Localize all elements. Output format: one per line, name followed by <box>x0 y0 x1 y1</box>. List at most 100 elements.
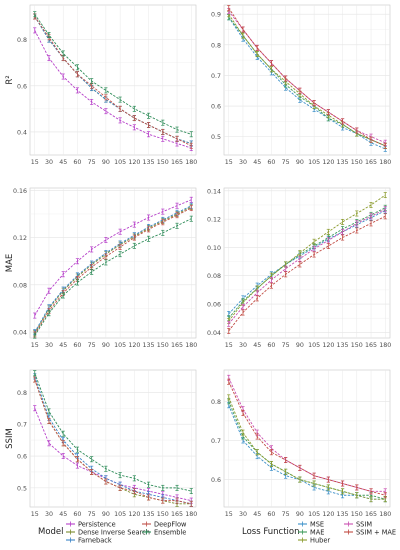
x-tick-label: 135 <box>337 511 349 518</box>
x-tick-label: 165 <box>171 511 183 518</box>
y-tick-label: 0.5 <box>211 134 221 141</box>
x-tick-label: 120 <box>128 511 140 518</box>
series-line <box>228 401 386 500</box>
series-line <box>34 205 192 333</box>
y-tick-label: 0.06 <box>207 302 221 309</box>
y-tick-label: 0.6 <box>211 477 221 484</box>
x-tick-label: 45 <box>253 342 261 349</box>
y-tick-label: 0.6 <box>17 454 27 461</box>
y-tick-label: 0.7 <box>211 438 221 445</box>
x-tick-label: 180 <box>185 159 197 166</box>
x-tick-label: 45 <box>59 511 67 518</box>
legend-item-huber: Huber <box>298 536 330 544</box>
series-line <box>34 16 192 147</box>
series-line <box>34 408 192 502</box>
series-line <box>228 13 386 147</box>
x-tick-label: 15 <box>31 342 39 349</box>
x-tick-label: 150 <box>351 342 363 349</box>
y-tick-label: 0.4 <box>17 129 27 136</box>
legend-label: DeepFlow <box>154 520 187 528</box>
y-tick-label: 0.8 <box>211 399 221 406</box>
series-line <box>34 218 192 336</box>
y-tick-label: 0.08 <box>13 282 27 289</box>
plot-area <box>29 369 197 508</box>
legend-item-ssim: SSIM <box>344 520 372 528</box>
series-line <box>228 397 386 500</box>
legend-item-dense-inverse-search: Dense Inverse Search <box>66 528 150 536</box>
x-tick-label: 45 <box>59 342 67 349</box>
x-tick-label: 60 <box>73 159 81 166</box>
legend-item-deepflow: DeepFlow <box>142 520 187 528</box>
y-axis-label: MAE <box>5 254 15 273</box>
x-tick-label: 75 <box>282 342 290 349</box>
legend-item-ssim-mae: SSIM + MAE <box>344 528 396 536</box>
x-tick-label: 180 <box>379 511 391 518</box>
x-tick-label: 150 <box>157 342 169 349</box>
x-tick-label: 105 <box>308 159 320 166</box>
y-tick-label: 0.16 <box>13 188 27 195</box>
x-tick-label: 90 <box>296 159 304 166</box>
x-tick-label: 15 <box>225 342 233 349</box>
x-tick-label: 135 <box>143 511 155 518</box>
y-tick-label: 0.7 <box>17 422 27 429</box>
legend-item-farneback: Farneback <box>66 536 112 544</box>
x-tick-label: 90 <box>102 342 110 349</box>
x-tick-label: 150 <box>351 511 363 518</box>
legend-label: SSIM + MAE <box>356 528 396 536</box>
x-tick-label: 45 <box>253 159 261 166</box>
series-huber <box>227 394 387 503</box>
x-tick-label: 30 <box>239 342 247 349</box>
series-line <box>34 376 192 505</box>
x-tick-label: 75 <box>88 511 96 518</box>
series-line <box>228 7 386 147</box>
plot-area <box>223 187 391 339</box>
series-line <box>34 13 192 135</box>
x-tick-label: 15 <box>31 159 39 166</box>
y-tick-label: 0.10 <box>207 245 221 252</box>
y-tick-label: 0.8 <box>17 37 27 44</box>
x-tick-label: 90 <box>102 511 110 518</box>
y-tick-label: 0.04 <box>13 330 27 337</box>
series-ssim-mae <box>227 378 387 499</box>
x-tick-label: 75 <box>88 342 96 349</box>
legend-item-ensemble: Ensemble <box>142 528 186 536</box>
x-tick-label: 165 <box>365 511 377 518</box>
x-tick-label: 45 <box>59 159 67 166</box>
chart-r2-loss: 0.50.60.70.80.915 30 45 60 75 90 105 120 135 150 1… <box>211 4 391 166</box>
legend-model-title: Model <box>38 527 64 537</box>
x-tick-label: 30 <box>45 342 53 349</box>
x-tick-label: 90 <box>296 511 304 518</box>
legend-label: MSE <box>310 520 324 528</box>
y-tick-label: 0.5 <box>17 485 27 492</box>
x-tick-label: 75 <box>282 511 290 518</box>
y-tick-label: 0.8 <box>211 42 221 49</box>
chart-ssim-model: 0.5 0.6 0.7 0.8 15 30 45 60 75 90 105 120 135 150 165 1… <box>5 369 197 518</box>
series-line <box>228 215 386 332</box>
series-line <box>228 10 386 144</box>
plot-area <box>29 187 197 339</box>
y-tick-label: 0.08 <box>207 273 221 280</box>
series-line <box>228 208 386 325</box>
x-tick-label: 150 <box>157 511 169 518</box>
x-tick-label: 120 <box>322 159 334 166</box>
x-tick-label: 90 <box>296 342 304 349</box>
legend-label: MAE <box>310 528 324 536</box>
series-line <box>228 405 386 500</box>
series-line <box>34 379 192 505</box>
x-tick-label: 180 <box>185 511 197 518</box>
x-tick-label: 180 <box>185 342 197 349</box>
x-tick-label: 150 <box>157 159 169 166</box>
series-line <box>34 30 192 149</box>
legend-label: Farneback <box>78 536 112 544</box>
series-deepflow <box>33 13 193 149</box>
x-tick-label: 150 <box>351 159 363 166</box>
x-tick-label: 30 <box>239 511 247 518</box>
legend-label: SSIM <box>356 520 372 528</box>
panels: 0.40.60.815 30 45 60 75 90 105 120 135 150 165 180R… <box>5 4 391 518</box>
series-line <box>34 207 192 335</box>
series-deepflow <box>33 376 193 507</box>
